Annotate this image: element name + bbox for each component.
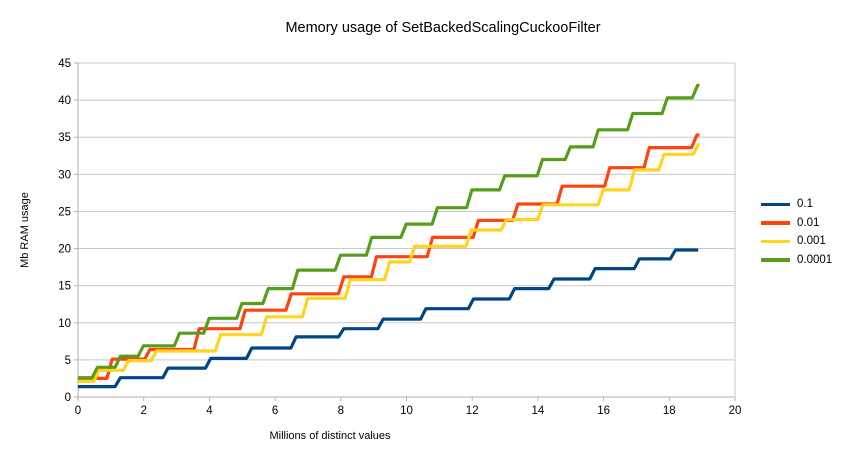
x-tick-label: 16 bbox=[597, 405, 610, 417]
chart-title: Memory usage of SetBackedScalingCuckooFi… bbox=[285, 20, 601, 36]
x-tick-label: 20 bbox=[729, 405, 742, 417]
y-tick-label: 35 bbox=[58, 132, 71, 144]
y-tick-label: 0 bbox=[65, 392, 71, 404]
x-tick-label: 18 bbox=[663, 405, 676, 417]
y-tick-label: 40 bbox=[58, 95, 71, 107]
x-tick-label: 12 bbox=[466, 405, 479, 417]
y-tick-label: 25 bbox=[58, 206, 71, 218]
legend-item-0.001: 0.001 bbox=[761, 235, 832, 248]
legend-swatch-icon bbox=[761, 221, 790, 225]
y-axis-title: Mb RAM usage bbox=[19, 192, 31, 268]
x-tick-label: 14 bbox=[532, 405, 545, 417]
x-tick-label: 2 bbox=[140, 405, 146, 417]
x-tick-label: 6 bbox=[272, 405, 278, 417]
x-axis-title: Millions of distinct values bbox=[269, 430, 391, 442]
x-tick-label: 4 bbox=[206, 405, 213, 417]
series-line-0.0001 bbox=[78, 83, 700, 380]
series-line-0.01 bbox=[78, 133, 700, 380]
y-tick-label: 20 bbox=[58, 244, 71, 256]
legend-swatch-icon bbox=[761, 239, 790, 244]
y-tick-label: 10 bbox=[58, 318, 71, 330]
y-tick-label: 45 bbox=[58, 58, 71, 70]
series-line-0.001 bbox=[78, 143, 701, 383]
legend-label: 0.0001 bbox=[797, 253, 833, 266]
legend-item-0.0001: 0.0001 bbox=[761, 254, 832, 267]
x-tick-label: 0 bbox=[75, 405, 81, 417]
series-line-0.1 bbox=[78, 248, 699, 389]
y-tick-label: 15 bbox=[58, 281, 71, 293]
legend: 0.1 0.01 0.001 0.0001 bbox=[761, 198, 832, 272]
legend-item-0.01: 0.01 bbox=[761, 217, 832, 230]
legend-label: 0.001 bbox=[797, 235, 826, 247]
y-tick-label: 5 bbox=[65, 355, 71, 367]
legend-label: 0.01 bbox=[797, 216, 820, 229]
legend-swatch-icon bbox=[761, 258, 790, 262]
y-tick-label: 30 bbox=[58, 169, 71, 181]
legend-label: 0.1 bbox=[797, 198, 813, 210]
x-tick-label: 10 bbox=[400, 405, 413, 417]
x-tick-label: 8 bbox=[338, 405, 344, 417]
legend-item-0.1: 0.1 bbox=[761, 198, 832, 211]
legend-swatch-icon bbox=[761, 202, 790, 207]
